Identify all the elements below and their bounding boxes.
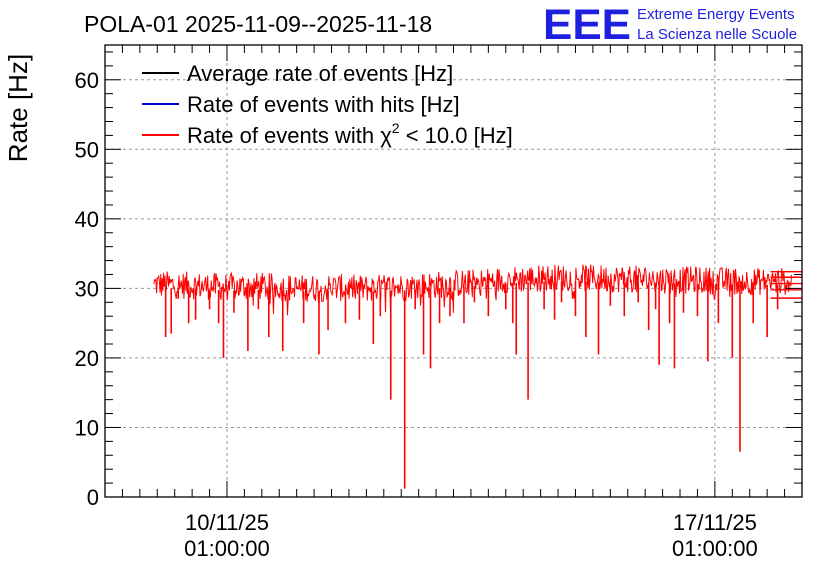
x-tick-time-label: 01:00:00 bbox=[672, 536, 758, 561]
y-tick-label: 10 bbox=[75, 415, 99, 440]
chi2-rate-series bbox=[153, 264, 792, 316]
eee-logo: EEE bbox=[543, 1, 631, 49]
y-tick-label: 0 bbox=[87, 485, 99, 510]
chart-title: POLA-01 2025-11-09--2025-11-18 bbox=[84, 11, 432, 37]
y-tick-label: 30 bbox=[75, 276, 99, 301]
y-tick-label: 60 bbox=[75, 68, 99, 93]
x-tick-time-label: 01:00:00 bbox=[184, 536, 270, 561]
legend-label-average: Average rate of events [Hz] bbox=[187, 61, 453, 86]
legend-label-chi2: Rate of events with χ2 < 10.0 [Hz] bbox=[187, 120, 513, 148]
axes: 010203040506010/11/2501:00:0017/11/2501:… bbox=[75, 44, 803, 561]
x-tick-date-label: 10/11/25 bbox=[185, 510, 269, 535]
y-tick-label: 40 bbox=[75, 207, 99, 232]
logo-subtitle-2: La Scienza nelle Scuole bbox=[637, 26, 797, 43]
legend-label-hits: Rate of events with hits [Hz] bbox=[187, 92, 460, 117]
y-axis-label: Rate [Hz] bbox=[3, 54, 33, 162]
legend: Average rate of events [Hz] Rate of event… bbox=[142, 61, 513, 148]
logo-subtitle-1: Extreme Energy Events bbox=[637, 6, 795, 23]
data-series bbox=[153, 264, 802, 489]
y-tick-label: 20 bbox=[75, 346, 99, 371]
x-tick-date-label: 17/11/25 bbox=[673, 510, 757, 535]
y-tick-label: 50 bbox=[75, 137, 99, 162]
